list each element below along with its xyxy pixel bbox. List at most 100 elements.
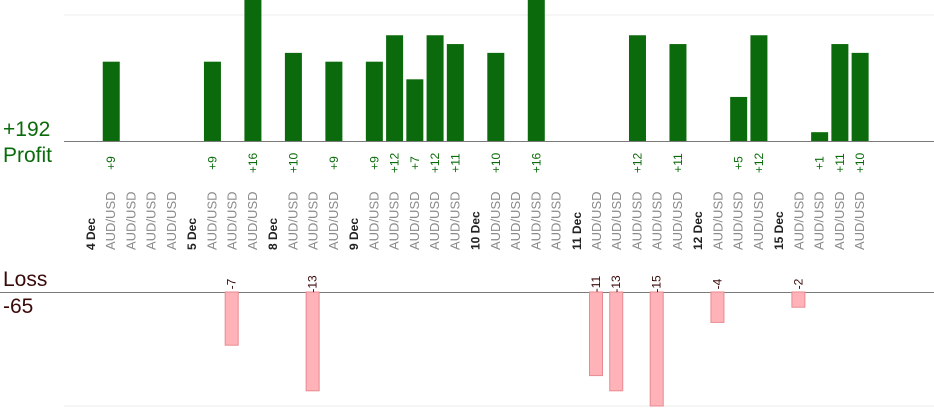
profit-value-label: +10 [489, 152, 503, 173]
profit-bar [750, 35, 768, 141]
pair-label: AUD/USD [589, 191, 604, 250]
pair-label: AUD/USD [812, 191, 827, 250]
pair-label: AUD/USD [832, 191, 847, 250]
pair-label: AUD/USD [670, 191, 685, 250]
pair-label: AUD/USD [204, 191, 219, 250]
pair-label: AUD/USD [609, 191, 624, 250]
pair-label: AUD/USD [387, 191, 402, 250]
pair-label: AUD/USD [427, 191, 442, 250]
value-labels: +9 +9-7+16 +10-13+9 +9 +12 +7 +12 +11 +10 +16-11-… [104, 152, 867, 292]
profit-value-label: +11 [448, 153, 462, 173]
profit-bars [102, 0, 869, 141]
loss-bars [224, 291, 806, 407]
profit-bar [284, 52, 302, 141]
pair-label: AUD/USD [731, 191, 746, 250]
pair-label: AUD/USD [629, 191, 644, 250]
pair-label: AUD/USD [123, 191, 138, 250]
pair-label: AUD/USD [144, 191, 159, 250]
pair-label: AUD/USD [751, 191, 766, 250]
profit-value-label: +9 [367, 156, 381, 170]
profit-value-label: +9 [104, 156, 118, 170]
profit-value-label: +11 [671, 153, 685, 173]
loss-value-label: -13 [306, 275, 320, 293]
pair-label: AUD/USD [447, 191, 462, 250]
date-label: 8 Dec [266, 218, 280, 250]
profit-bar [446, 44, 464, 141]
loss-value-label: -11 [589, 275, 603, 292]
profit-value-label: +12 [388, 152, 402, 173]
profit-value-label: +12 [428, 152, 442, 173]
pair-label: AUD/USD [225, 191, 240, 250]
gridlines [0, 14, 934, 407]
profit-bar [811, 132, 829, 141]
loss-value-label: -15 [650, 275, 664, 293]
pair-label: AUD/USD [164, 191, 179, 250]
loss-value-label: -4 [710, 278, 724, 289]
profit-bar [386, 35, 404, 141]
profit-value-label: +9 [327, 156, 341, 170]
pair-label: AUD/USD [366, 191, 381, 250]
profit-label: Profit [3, 144, 53, 167]
profit-bar [628, 35, 646, 141]
pair-label: AUD/USD [528, 191, 543, 250]
pair-label: AUD/USD [508, 191, 523, 250]
pair-label: AUD/USD [710, 191, 725, 250]
profit-value-label: +9 [205, 156, 219, 170]
profit-value-label: +5 [732, 156, 746, 170]
profit-value-label: +10 [853, 152, 867, 173]
profit-bar [244, 0, 262, 141]
pair-label: AUD/USD [245, 191, 260, 250]
loss-bar [305, 291, 320, 392]
profit-bar [851, 52, 869, 141]
loss-bar [224, 291, 239, 346]
profit-bar [669, 44, 687, 141]
profit-bar [203, 61, 221, 141]
date-label: 9 Dec [347, 218, 361, 250]
loss-total: -65 [3, 295, 34, 318]
pair-label: AUD/USD [285, 191, 300, 250]
category-labels: 4 Dec AUD/USD AUD/USD AUD/USD AUD/USD 5 Dec AU… [84, 191, 867, 250]
loss-bar [710, 291, 725, 323]
date-label: 12 Dec [691, 211, 705, 250]
profit-value-label: +7 [408, 156, 422, 170]
profit-value-label: +11 [833, 153, 847, 173]
pair-label: AUD/USD [103, 191, 118, 250]
profit-value-label: +16 [529, 152, 543, 173]
profit-bar [527, 0, 545, 141]
profit-value-label: +10 [286, 152, 300, 173]
profit-value-label: +12 [630, 152, 644, 173]
profit-bar [325, 61, 343, 141]
loss-value-label: -2 [791, 278, 805, 289]
date-label: 4 Dec [84, 218, 98, 250]
loss-bar [589, 291, 603, 377]
loss-bar [649, 291, 664, 407]
loss-value-label: -7 [225, 278, 239, 289]
profit-bar [102, 61, 120, 141]
date-label: 15 Dec [772, 211, 786, 250]
loss-label: Loss [3, 268, 48, 291]
loss-value-label: -13 [609, 275, 623, 293]
pair-label: AUD/USD [488, 191, 503, 250]
profit-bar [487, 52, 505, 141]
pair-label: AUD/USD [549, 191, 564, 250]
pair-label: AUD/USD [326, 191, 341, 250]
pair-label: AUD/USD [852, 191, 867, 250]
date-label: 5 Dec [185, 218, 199, 250]
date-label: 11 Dec [570, 212, 584, 250]
profit-bar [426, 35, 444, 141]
pair-label: AUD/USD [306, 191, 321, 250]
loss-bar [791, 291, 806, 308]
loss-bar [609, 291, 624, 392]
profit-bar [365, 61, 383, 141]
profit-value-label: +1 [813, 156, 827, 170]
pair-label: AUD/USD [407, 191, 422, 250]
profit-value-label: +16 [246, 152, 260, 173]
profit-bar [730, 96, 748, 141]
date-label: 10 Dec [469, 211, 483, 250]
pair-label: AUD/USD [650, 191, 665, 250]
profit-bar [406, 79, 424, 141]
pair-label: AUD/USD [791, 191, 806, 250]
profit-total: +192 [3, 118, 51, 141]
profit-bar [831, 44, 849, 141]
